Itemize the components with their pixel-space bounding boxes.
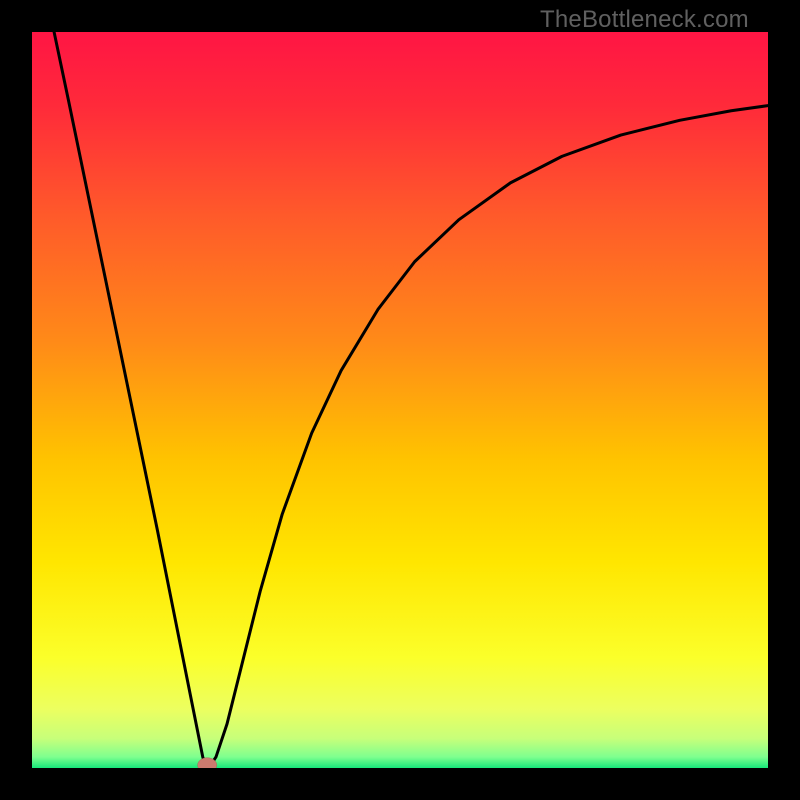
watermark-text: TheBottleneck.com (540, 6, 749, 34)
curve-layer (32, 32, 768, 768)
plot-area (32, 32, 768, 768)
chart-root: { "canvas": { "width": 800, "height": 80… (0, 0, 800, 800)
bottleneck-curve (54, 32, 768, 766)
